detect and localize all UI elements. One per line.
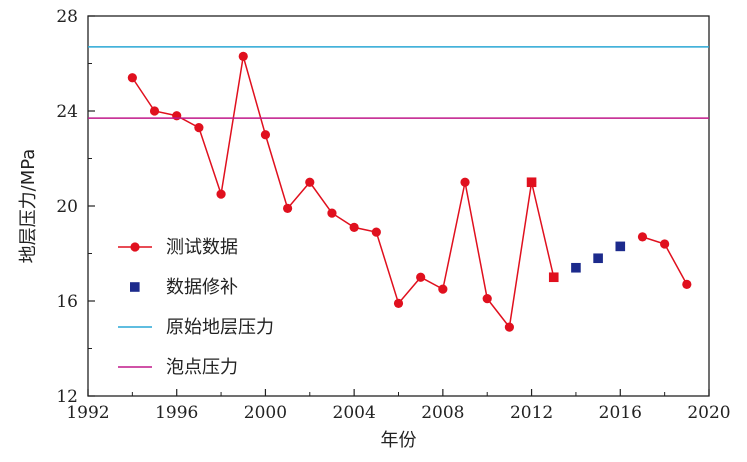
data-point xyxy=(438,284,448,294)
x-axis-title: 年份 xyxy=(381,430,417,451)
data-point xyxy=(149,106,160,116)
x-tick-label: 2020 xyxy=(687,403,730,423)
legend-marker xyxy=(130,282,140,292)
plot-frame xyxy=(87,15,710,397)
data-point xyxy=(260,130,271,140)
data-point-square xyxy=(548,272,559,283)
x-tick-label: 1996 xyxy=(155,403,198,423)
plot-area xyxy=(87,15,710,397)
y-axis-title: 地层压力/MPa xyxy=(18,149,39,264)
data-point xyxy=(305,177,315,187)
series-layer xyxy=(88,46,709,332)
data-point xyxy=(238,51,248,61)
x-tick-label: 2016 xyxy=(599,403,642,423)
data-point xyxy=(127,73,137,83)
x-tick-label: 2000 xyxy=(244,403,287,423)
series-1 xyxy=(571,241,626,273)
data-point xyxy=(615,241,626,252)
legend-item-2: 原始地层压力 xyxy=(118,317,274,338)
x-tick-label: 2012 xyxy=(510,403,553,423)
legend-label: 数据修补 xyxy=(166,277,238,298)
data-point xyxy=(216,189,226,199)
x-tick-label: 2004 xyxy=(333,403,376,423)
data-point xyxy=(482,294,492,304)
data-point xyxy=(637,232,648,242)
y-tick-label: 24 xyxy=(56,102,78,122)
legend-label: 原始地层压力 xyxy=(166,317,274,338)
legend-item-3: 泡点压力 xyxy=(118,357,238,378)
axes: 1992 1996 2000 2004 2008 2012 2016 2020 12 16 20 24… xyxy=(56,7,730,423)
legend-item-1: 数据修补 xyxy=(130,277,238,298)
data-point xyxy=(460,177,470,187)
legend-label: 测试数据 xyxy=(166,237,238,258)
y-tick-label: 12 xyxy=(56,387,78,407)
legend-marker xyxy=(130,242,140,252)
data-point-square xyxy=(526,177,537,188)
y-tick-label: 16 xyxy=(56,292,78,312)
series-0 xyxy=(127,51,692,332)
data-point xyxy=(194,123,204,133)
data-point xyxy=(504,322,514,332)
data-point xyxy=(371,227,381,237)
data-point xyxy=(593,253,603,264)
y-tick-label: 28 xyxy=(56,7,78,27)
series-line xyxy=(131,56,555,329)
data-point xyxy=(349,222,359,232)
data-point xyxy=(660,239,670,249)
data-point xyxy=(571,262,581,273)
data-point xyxy=(393,298,404,308)
data-point xyxy=(682,279,692,289)
legend-item-0: 测试数据 xyxy=(118,237,238,258)
x-tick-label: 2008 xyxy=(421,403,464,423)
data-point xyxy=(327,208,337,218)
data-point xyxy=(172,111,182,121)
x-tick-label: 1992 xyxy=(66,403,109,423)
data-point xyxy=(283,203,293,213)
y-tick-label: 20 xyxy=(56,197,78,217)
data-point xyxy=(416,272,426,282)
legend-label: 泡点压力 xyxy=(166,357,238,378)
